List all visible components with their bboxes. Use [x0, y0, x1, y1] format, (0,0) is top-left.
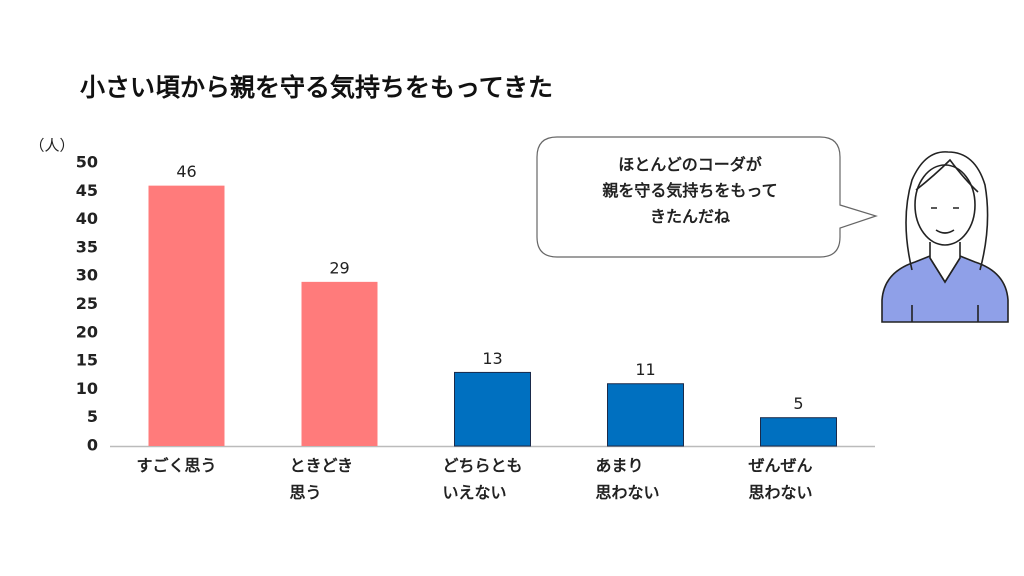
y-tick-label: 10: [76, 379, 98, 398]
data-label: 11: [635, 360, 655, 379]
y-tick-label: 5: [87, 407, 98, 426]
bar: [607, 383, 684, 447]
data-label: 29: [329, 258, 349, 277]
y-tick-label: 40: [76, 209, 98, 228]
person-illustration: [881, 151, 1009, 323]
data-label: 13: [482, 349, 502, 368]
bar: [760, 417, 837, 447]
y-tick-label: 25: [76, 294, 98, 313]
bar: [454, 371, 531, 447]
y-axis-label: （人）: [29, 137, 74, 155]
data-label: 46: [176, 162, 196, 181]
chart-title: 小さい頃から親を守る気持ちをもってきた: [80, 73, 554, 102]
y-tick-label: 50: [76, 153, 98, 172]
x-tick-label: あまり 思わない: [595, 456, 660, 502]
y-tick-label: 35: [76, 237, 98, 256]
data-label: 5: [793, 394, 803, 413]
x-tick-label: ぜんぜん 思わない: [748, 456, 813, 502]
x-tick-label: ときどき 思う: [289, 456, 354, 502]
y-tick-label: 0: [87, 436, 98, 455]
speech-bubble-text: ほとんどのコーダが 親を守る気持ちをもって きたんだね: [602, 155, 778, 226]
bar: [148, 185, 225, 446]
bar: [301, 281, 378, 446]
x-tick-label: どちらとも いえない: [442, 456, 523, 502]
y-tick-label: 20: [76, 322, 98, 341]
speech-bubble: [536, 136, 878, 258]
x-tick-label: すごく思う: [136, 456, 217, 475]
y-tick-label: 45: [76, 181, 98, 200]
y-tick-label: 15: [76, 351, 98, 370]
y-tick-label: 30: [76, 266, 98, 285]
